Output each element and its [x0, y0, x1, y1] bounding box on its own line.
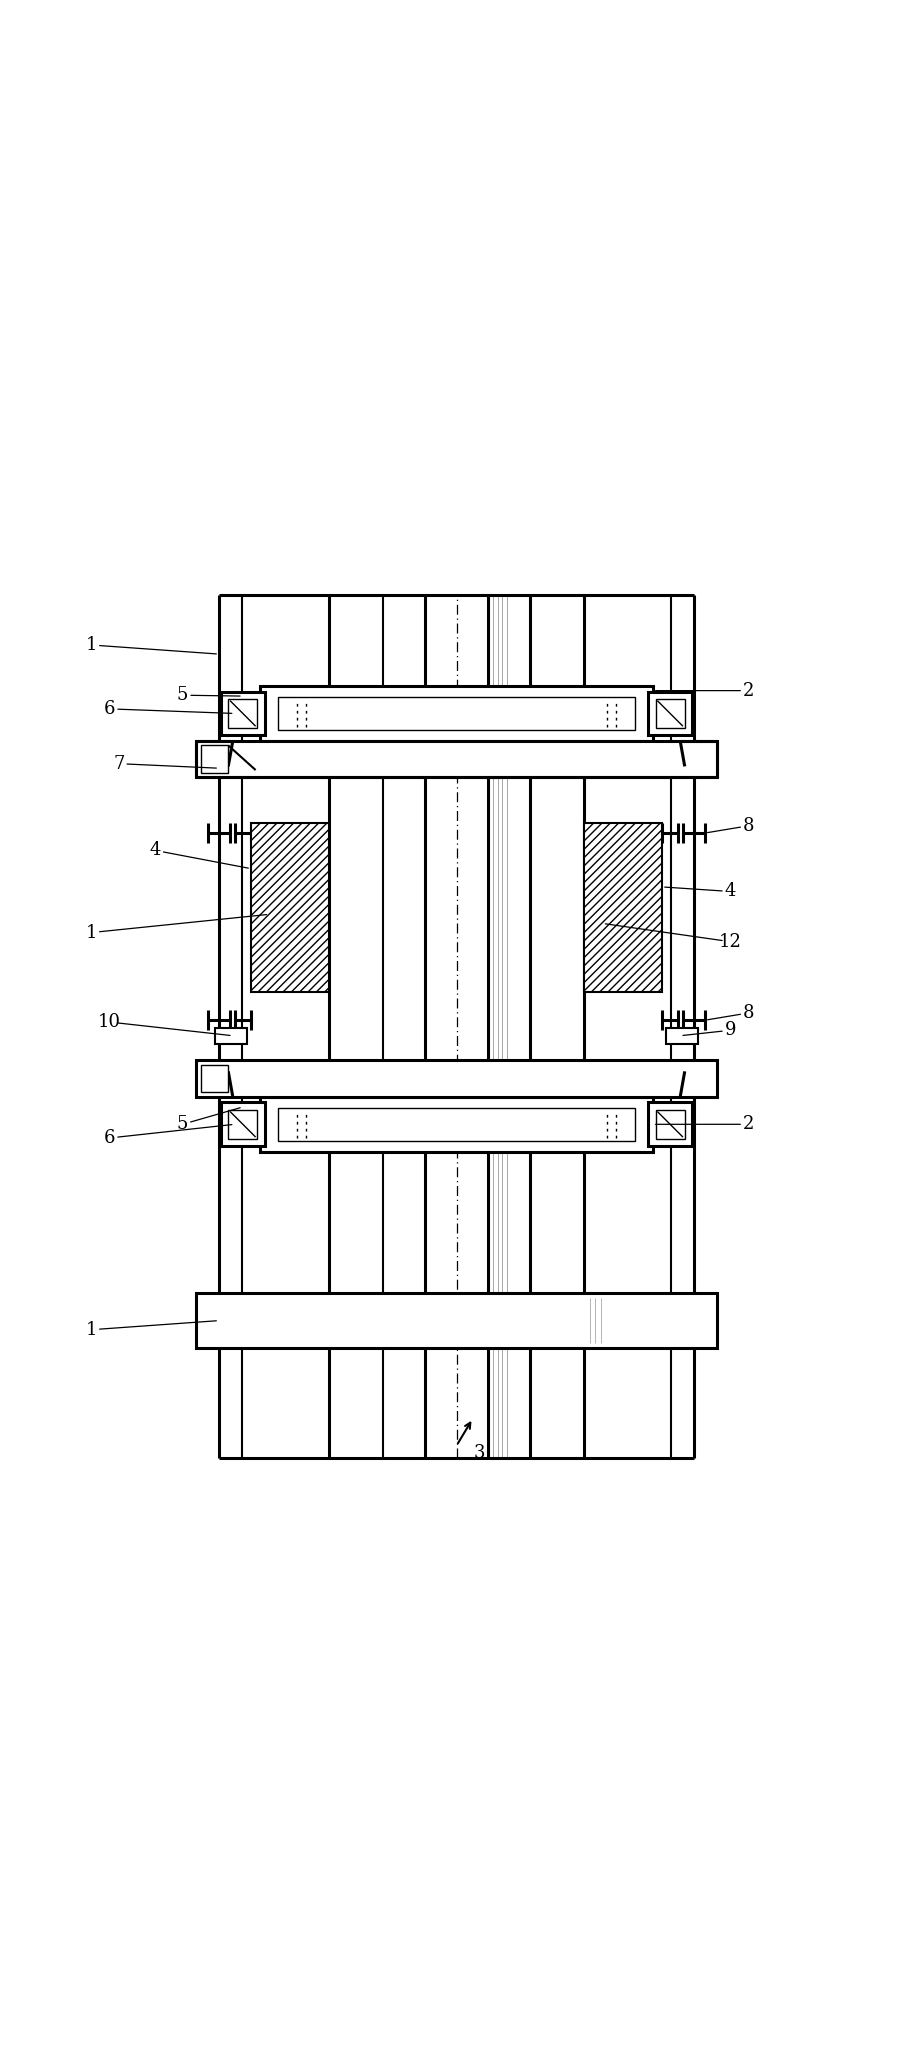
- Text: 10: 10: [98, 1012, 121, 1031]
- Bar: [215, 1027, 247, 1043]
- Text: 2: 2: [743, 682, 754, 700]
- Bar: [196, 1293, 717, 1347]
- Text: 1: 1: [86, 1320, 97, 1339]
- Text: 8: 8: [743, 816, 754, 835]
- Bar: [251, 822, 329, 992]
- Bar: [196, 1060, 717, 1097]
- Text: 7: 7: [113, 754, 124, 773]
- Bar: [228, 698, 257, 727]
- Bar: [201, 1064, 228, 1093]
- Text: 3: 3: [474, 1444, 485, 1463]
- Text: 6: 6: [104, 700, 115, 717]
- Text: 8: 8: [743, 1004, 754, 1023]
- Text: 5: 5: [177, 686, 188, 705]
- Text: 1: 1: [86, 924, 97, 942]
- Bar: [228, 1109, 257, 1138]
- Bar: [201, 746, 228, 773]
- Bar: [656, 698, 685, 727]
- Bar: [260, 1097, 653, 1151]
- Bar: [221, 1103, 265, 1147]
- Bar: [221, 692, 265, 735]
- Bar: [278, 696, 635, 729]
- Text: 4: 4: [150, 841, 161, 859]
- Bar: [278, 1107, 635, 1140]
- Bar: [584, 822, 662, 992]
- Bar: [648, 692, 692, 735]
- Bar: [648, 1103, 692, 1147]
- Bar: [196, 742, 717, 777]
- Bar: [260, 686, 653, 742]
- Bar: [656, 1109, 685, 1138]
- Bar: [666, 1027, 698, 1043]
- Text: 1: 1: [86, 636, 97, 655]
- Text: 5: 5: [177, 1116, 188, 1134]
- Text: 6: 6: [104, 1128, 115, 1147]
- Text: 2: 2: [743, 1116, 754, 1134]
- Text: 9: 9: [725, 1021, 736, 1039]
- Text: 4: 4: [725, 882, 736, 901]
- Text: 12: 12: [719, 932, 742, 950]
